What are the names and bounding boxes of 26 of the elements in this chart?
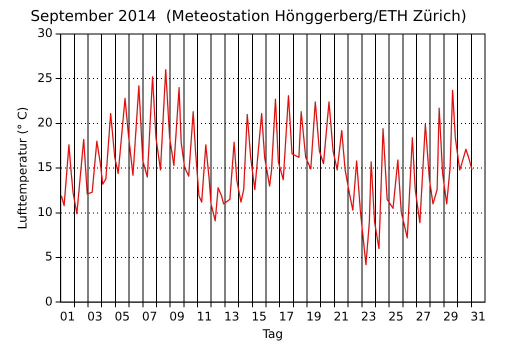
x-tick-label: 17 <box>278 310 294 324</box>
x-tick-label: 29 <box>443 310 458 324</box>
x-tick-label: 03 <box>87 310 103 324</box>
x-tick-label: 21 <box>334 310 349 324</box>
x-tick-label: 07 <box>142 310 158 324</box>
x-tick-label: 23 <box>361 310 376 324</box>
y-tick-label: 15 <box>37 160 53 174</box>
y-tick-label: 30 <box>37 26 53 40</box>
x-tick-label: 27 <box>416 310 432 324</box>
x-tick-label: 01 <box>60 310 76 324</box>
y-tick-label: 5 <box>45 250 53 264</box>
x-tick-label: 25 <box>388 310 404 324</box>
x-tick-label: 19 <box>306 310 322 324</box>
x-tick-label: 15 <box>252 310 267 324</box>
y-tick-label: 10 <box>37 204 53 219</box>
y-axis-title: Lufttemperatur (° C) <box>15 106 30 230</box>
x-axis-title: Tag <box>262 326 283 341</box>
y-tick-label: 25 <box>37 70 53 85</box>
x-tick-label: 09 <box>169 310 185 324</box>
x-tick-label: 31 <box>470 310 486 324</box>
x-tick-label: 11 <box>196 310 212 324</box>
x-tick-label: 05 <box>114 310 130 324</box>
chart-title: September 2014 (Meteostation Hönggerberg/ETH Zürich) <box>30 6 467 25</box>
x-tick-label: 13 <box>224 310 240 324</box>
y-tick-label: 20 <box>37 116 53 130</box>
y-tick-label: 0 <box>45 294 53 308</box>
